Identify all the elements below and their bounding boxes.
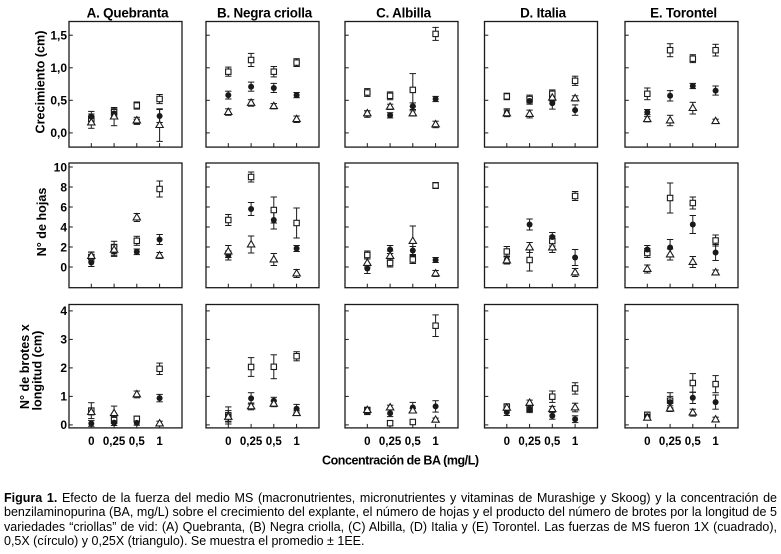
svg-text:0,25: 0,25 — [659, 436, 682, 448]
svg-text:0,25: 0,25 — [103, 436, 126, 448]
svg-text:longitud (cm): longitud (cm) — [31, 331, 45, 411]
svg-text:Concentración de BA (mg/L): Concentración de BA (mg/L) — [322, 453, 479, 467]
svg-text:3: 3 — [60, 333, 67, 347]
svg-text:E. Torontel: E. Torontel — [650, 6, 717, 21]
svg-text:0: 0 — [504, 436, 510, 448]
svg-text:Crecimiento (cm): Crecimiento (cm) — [33, 31, 47, 134]
svg-text:C. Albilla: C. Albilla — [376, 6, 432, 21]
svg-text:N° de brotes x: N° de brotes x — [18, 324, 32, 409]
svg-text:1: 1 — [572, 436, 579, 448]
svg-text:0,25: 0,25 — [379, 436, 402, 448]
svg-text:2: 2 — [60, 361, 67, 375]
svg-text:2: 2 — [60, 240, 67, 254]
svg-text:B. Negra criolla: B. Negra criolla — [217, 6, 313, 21]
svg-text:1: 1 — [712, 436, 719, 448]
svg-text:1: 1 — [156, 436, 163, 448]
svg-text:0,0: 0,0 — [50, 126, 67, 140]
svg-text:D. Italia: D. Italia — [520, 6, 567, 21]
svg-text:N° de hojas: N° de hojas — [35, 188, 49, 257]
svg-text:0,25: 0,25 — [240, 436, 263, 448]
svg-text:4: 4 — [60, 304, 67, 318]
svg-text:0,25: 0,25 — [518, 436, 541, 448]
svg-text:0: 0 — [644, 436, 650, 448]
svg-text:0,5: 0,5 — [544, 436, 561, 448]
svg-text:1: 1 — [432, 436, 439, 448]
svg-text:0,5: 0,5 — [129, 436, 146, 448]
svg-text:0,5: 0,5 — [50, 94, 67, 108]
svg-text:0,5: 0,5 — [266, 436, 283, 448]
svg-text:0: 0 — [88, 436, 94, 448]
svg-text:0: 0 — [60, 418, 67, 432]
svg-text:1: 1 — [60, 390, 67, 404]
svg-text:0,5: 0,5 — [405, 436, 422, 448]
svg-text:0: 0 — [60, 260, 67, 274]
svg-text:A. Quebranta: A. Quebranta — [87, 6, 169, 21]
svg-text:4: 4 — [60, 220, 67, 234]
svg-text:10: 10 — [54, 160, 68, 174]
svg-text:8: 8 — [60, 180, 67, 194]
svg-text:1: 1 — [293, 436, 300, 448]
svg-text:0: 0 — [225, 436, 231, 448]
svg-text:0,5: 0,5 — [685, 436, 702, 448]
svg-text:1,0: 1,0 — [50, 61, 67, 75]
svg-text:6: 6 — [60, 200, 67, 214]
svg-text:0: 0 — [364, 436, 370, 448]
svg-text:1,5: 1,5 — [50, 29, 67, 43]
